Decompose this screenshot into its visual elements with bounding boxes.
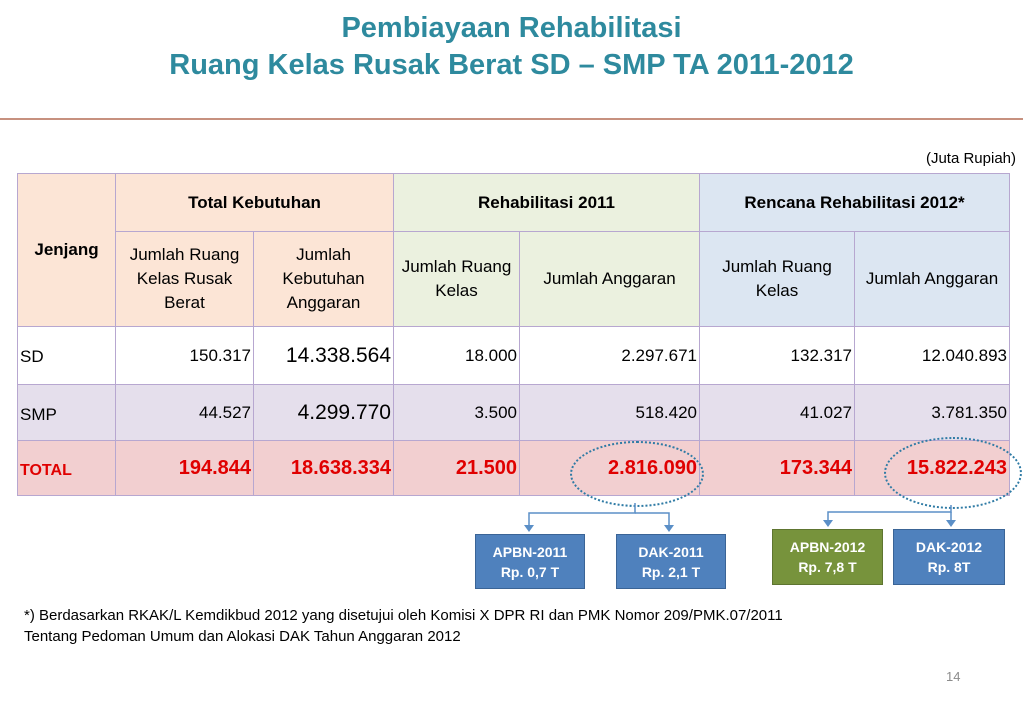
cell-ruang-2011: 18.000: [393, 326, 520, 385]
table-row: SD 150.317 14.338.564 18.000 2.297.671 1…: [17, 326, 1010, 385]
highlight-ellipse-2012: [884, 437, 1022, 509]
footnote: *) Berdasarkan RKAK/L Kemdikbud 2012 yan…: [24, 605, 783, 647]
cell-anggaran-2011: 518.420: [519, 384, 700, 441]
apbn-2012-label: APBN-2012: [789, 539, 866, 555]
row-label: SMP: [17, 384, 116, 441]
apbn-2012-value: Rp. 7,8 T: [798, 559, 857, 575]
title-line-1: Pembiayaan Rehabilitasi: [341, 12, 682, 44]
header-total-kebutuhan: Total Kebutuhan: [115, 173, 394, 232]
dak-2012-label: DAK-2012: [915, 539, 983, 555]
row-label-total: TOTAL: [17, 440, 116, 496]
highlight-ellipse-2011: [570, 441, 704, 507]
financing-table: Jenjang Total Kebutuhan Rehabilitasi 201…: [17, 173, 1010, 496]
title-line-2: Ruang Kelas Rusak Berat SD – SMP TA 2011…: [169, 49, 854, 81]
dak-2011-value: Rp. 2,1 T: [641, 563, 701, 580]
subheader-ruang-2012: Jumlah Ruang Kelas: [699, 231, 855, 327]
dak-2012-box: DAK-2012 Rp. 8T: [893, 529, 1005, 585]
subheader-ruang-2011: Jumlah Ruang Kelas: [393, 231, 520, 327]
cell-rusak: 150.317: [115, 326, 254, 385]
apbn-2012-box: APBN-2012 Rp. 7,8 T: [772, 529, 883, 585]
page-number: 14: [946, 669, 961, 684]
dak-2011-label: DAK-2011: [638, 543, 704, 560]
footnote-line-1: *) Berdasarkan RKAK/L Kemdikbud 2012 yan…: [24, 607, 783, 624]
title-divider: [0, 118, 1023, 120]
header-jenjang: Jenjang: [17, 173, 116, 327]
cell-ruang-2011: 3.500: [393, 384, 520, 441]
cell-rusak: 44.527: [115, 384, 254, 441]
subheader-anggaran-2012: Jumlah Anggaran: [854, 231, 1010, 327]
dak-2011-box: DAK-2011 Rp. 2,1 T: [616, 534, 726, 589]
apbn-2011-label: APBN-2011: [492, 543, 568, 560]
header-rehab-2011: Rehabilitasi 2011: [393, 173, 700, 232]
dak-2012-value: Rp. 8T: [927, 559, 971, 575]
table-row: SMP 44.527 4.299.770 3.500 518.420 41.02…: [17, 384, 1010, 441]
cell-ruang-2011-total: 21.500: [393, 440, 520, 496]
unit-note: (Juta Rupiah): [925, 150, 1016, 167]
subheader-ruang-rusak: Jumlah Ruang Kelas Rusak Berat: [115, 231, 254, 327]
apbn-2011-box: APBN-2011 Rp. 0,7 T: [475, 534, 585, 589]
cell-ruang-2012-total: 173.344: [699, 440, 855, 496]
subheader-anggaran-2011: Jumlah Anggaran: [519, 231, 700, 327]
cell-kebutuhan: 4.299.770: [253, 384, 394, 441]
apbn-2011-value: Rp. 0,7 T: [500, 563, 560, 580]
page-title: Pembiayaan Rehabilitasi Ruang Kelas Rusa…: [0, 10, 1023, 84]
cell-anggaran-2011: 2.297.671: [519, 326, 700, 385]
footnote-line-2: Tentang Pedoman Umum dan Alokasi DAK Tah…: [24, 628, 461, 645]
cell-anggaran-2012: 3.781.350: [854, 384, 1010, 441]
cell-rusak-total: 194.844: [115, 440, 254, 496]
table-row-total: TOTAL 194.844 18.638.334 21.500 2.816.09…: [17, 440, 1010, 496]
